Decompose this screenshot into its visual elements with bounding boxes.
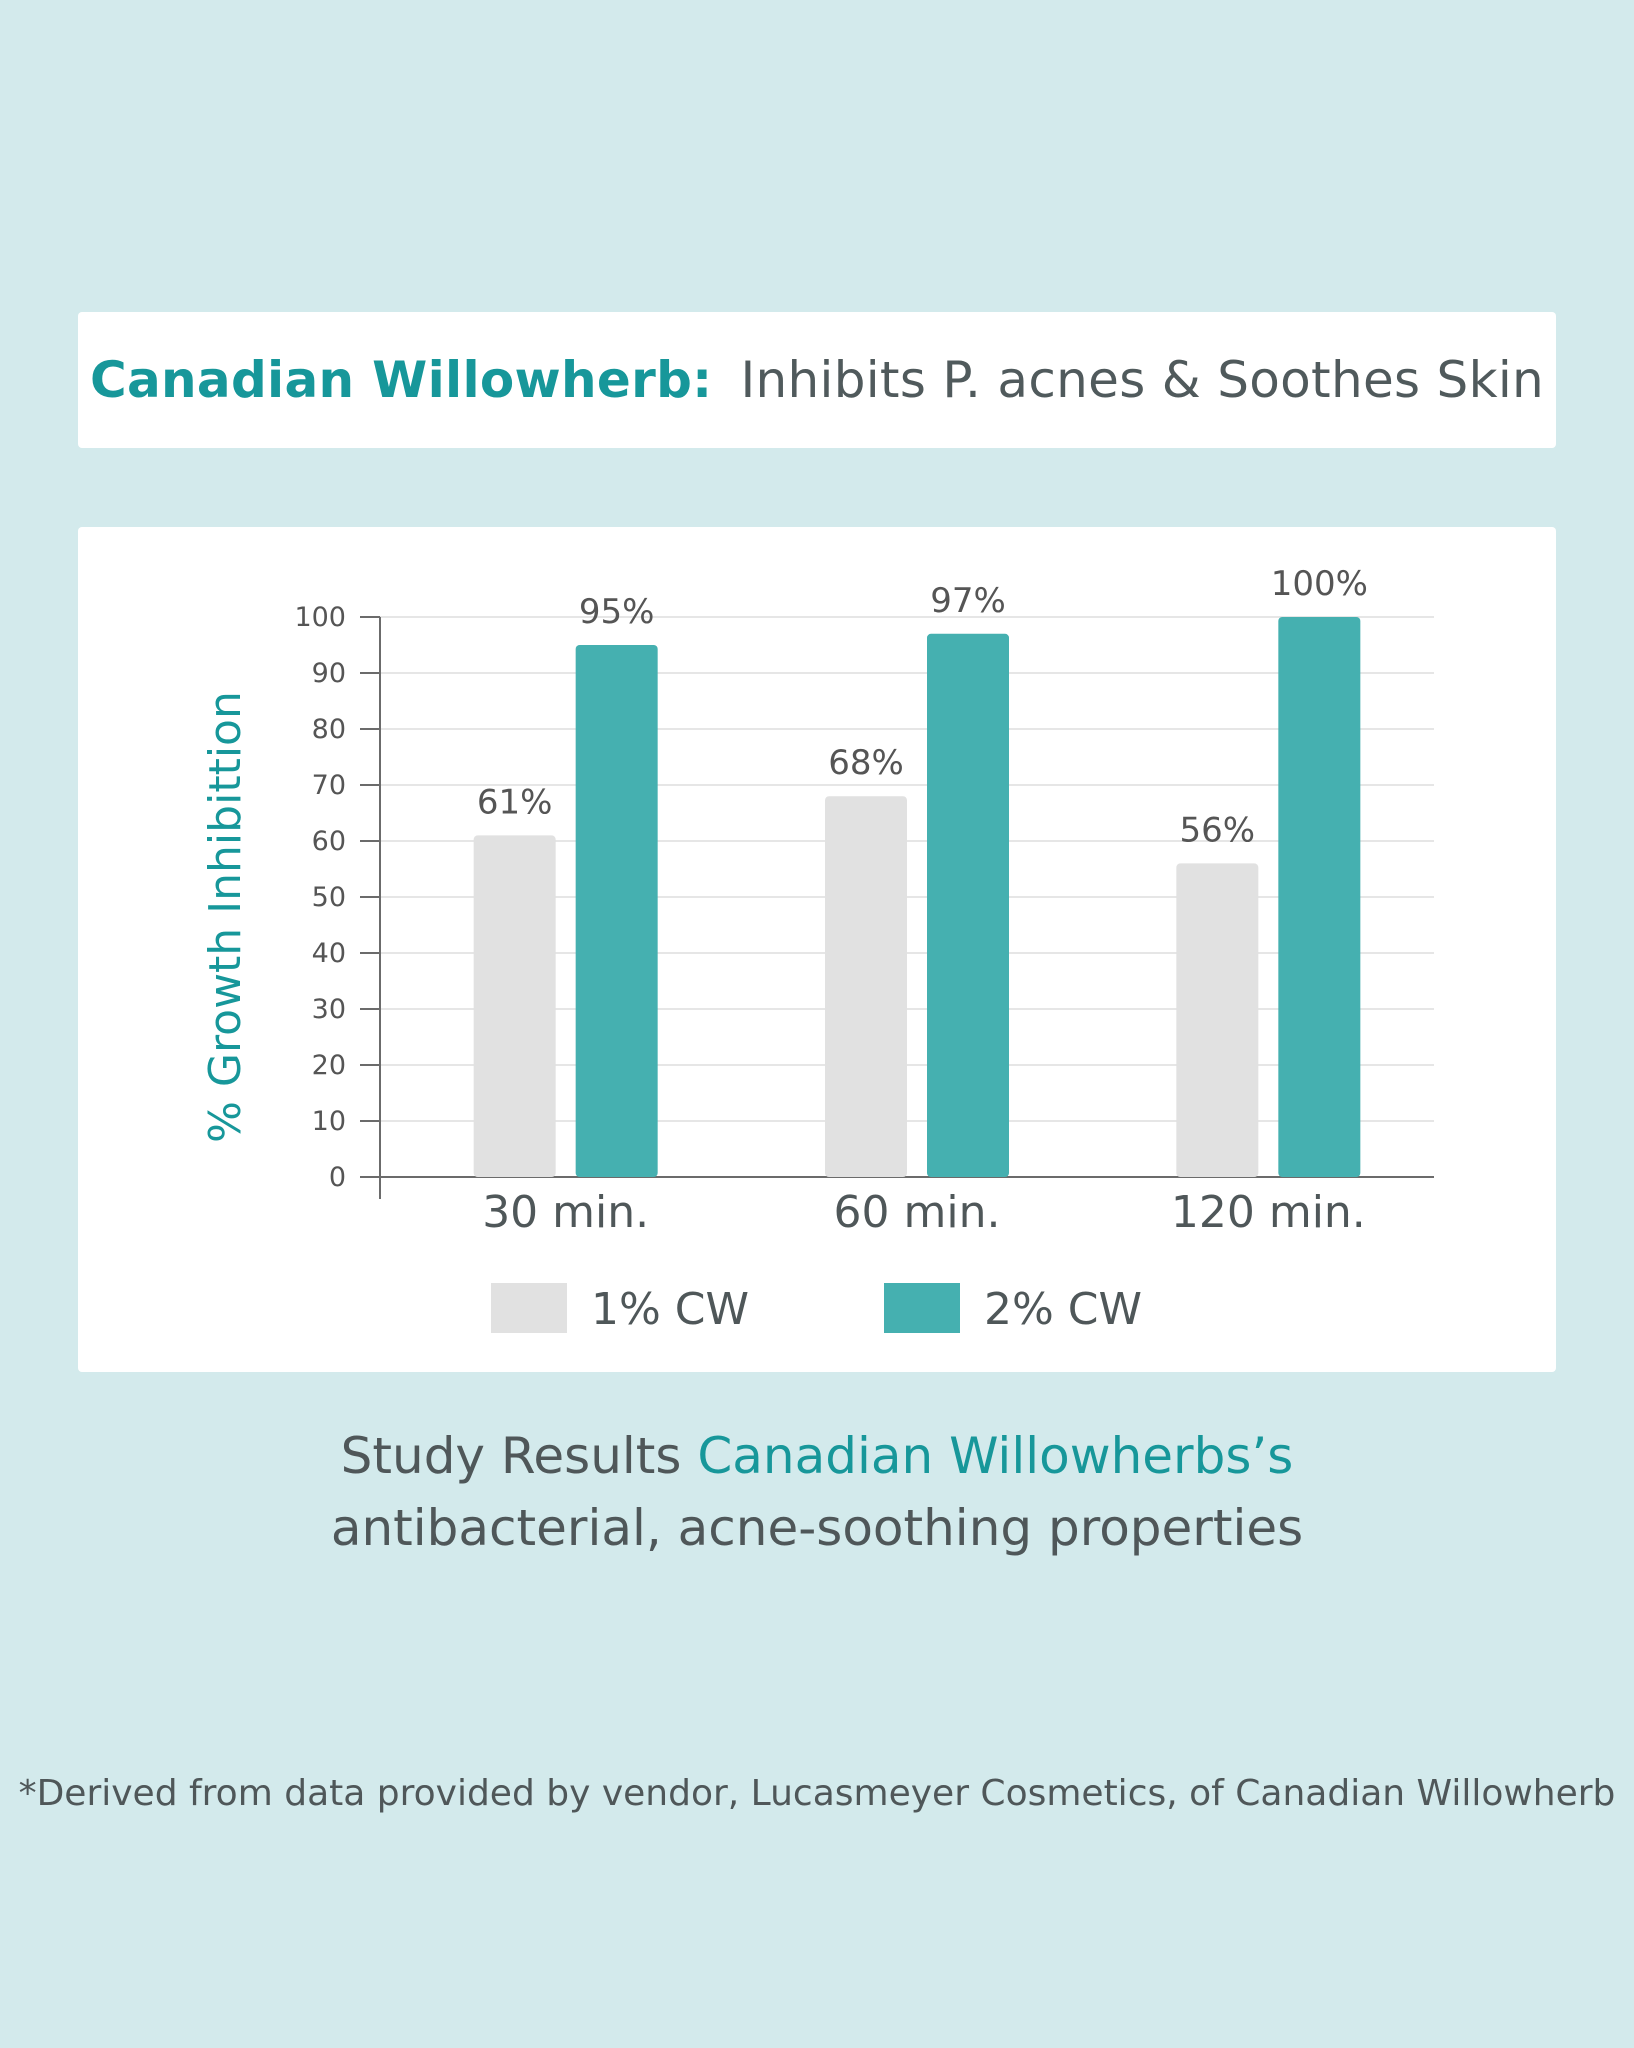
y-tick-label: 70 xyxy=(312,770,346,801)
footnote: *Derived from data provided by vendor, L… xyxy=(18,1773,1616,1814)
y-tick-label: 30 xyxy=(312,994,346,1025)
y-tick-label: 10 xyxy=(312,1106,346,1137)
x-category-label: 120 min. xyxy=(1171,1187,1366,1238)
data-label: 97% xyxy=(930,581,1006,621)
bar-chart: 0 10 20 30 40 50 60 70 80 90 100 % Growth Inhibitti… xyxy=(200,564,1434,1335)
y-tick-label: 100 xyxy=(294,602,346,633)
x-category-label: 60 min. xyxy=(834,1187,1001,1238)
y-tick-label: 40 xyxy=(312,938,346,969)
caption: Study Results Canadian Willowherbs’s ant… xyxy=(0,1420,1634,1564)
data-label: 61% xyxy=(477,782,553,822)
y-tick-label: 60 xyxy=(312,826,346,857)
bar xyxy=(473,835,556,1177)
bar xyxy=(1278,617,1361,1177)
data-label: 95% xyxy=(579,592,655,632)
data-label: 100% xyxy=(1271,564,1368,604)
legend-label: 2% CW xyxy=(984,1284,1142,1335)
y-axis-label: % Growth Inhibittion xyxy=(200,691,251,1143)
data-label: 68% xyxy=(828,743,904,783)
chart-card: 0 10 20 30 40 50 60 70 80 90 100 % Growth Inhibitti… xyxy=(78,527,1556,1372)
caption-line-1: Study Results Canadian Willowherbs’s xyxy=(0,1420,1634,1492)
legend-swatch xyxy=(491,1283,567,1333)
bar xyxy=(1176,863,1259,1177)
y-tick-label: 80 xyxy=(312,714,346,745)
legend-label: 1% CW xyxy=(591,1284,749,1335)
bar xyxy=(575,645,658,1177)
legend-swatch xyxy=(884,1283,960,1333)
data-label: 56% xyxy=(1180,810,1256,850)
bar xyxy=(825,796,907,1177)
bar xyxy=(927,633,1009,1177)
y-tick-label: 20 xyxy=(312,1050,346,1081)
y-tick-label: 50 xyxy=(312,882,346,913)
caption-line-2: antibacterial, acne-soothing properties xyxy=(330,1499,1304,1557)
x-category-label: 30 min. xyxy=(482,1187,649,1238)
title-brand: Canadian Willowherb: xyxy=(89,351,713,409)
y-tick-label: 90 xyxy=(312,658,346,689)
caption-plain: Study Results xyxy=(340,1427,682,1485)
caption-accent: Canadian Willowherbs’s xyxy=(697,1427,1294,1485)
title-card: Canadian Willowherb: Inhibits P. acnes &… xyxy=(78,312,1556,448)
title-subtitle: Inhibits P. acnes & Soothes Skin xyxy=(740,351,1545,409)
y-tick-label: 0 xyxy=(329,1162,346,1193)
